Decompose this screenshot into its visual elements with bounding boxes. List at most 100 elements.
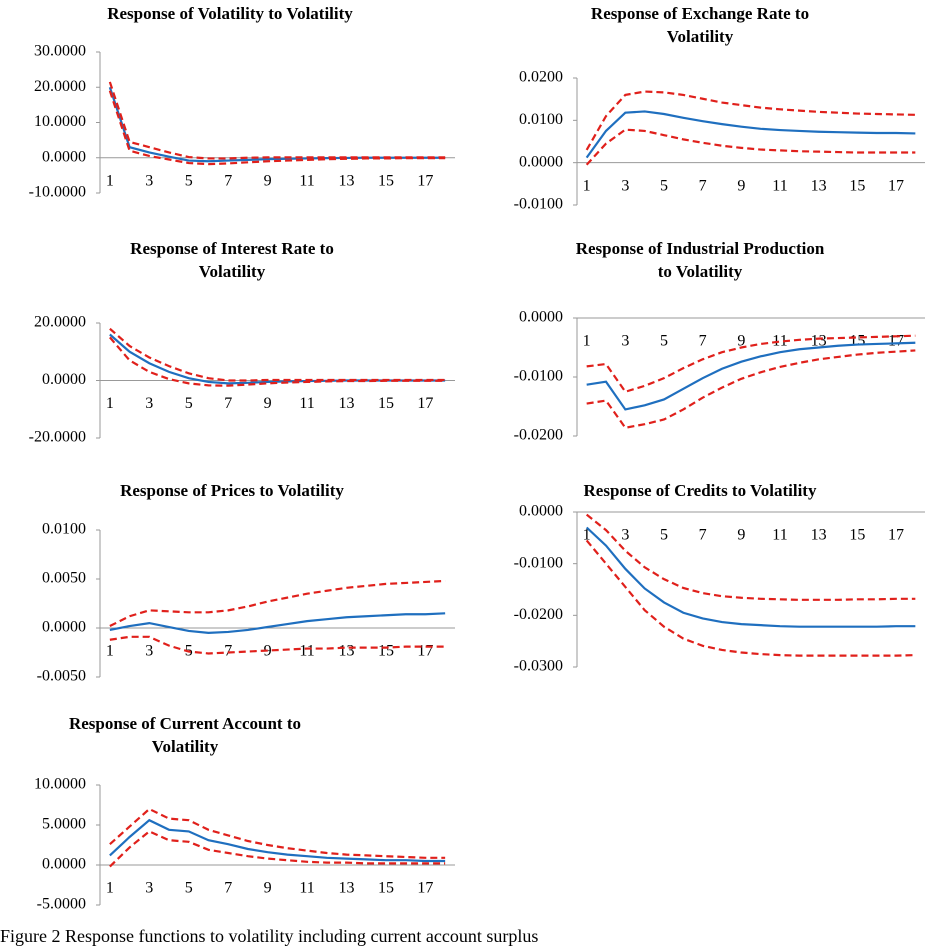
x-tick-label: 13: [339, 395, 355, 412]
x-tick-label: 5: [660, 333, 668, 350]
x-tick-label: 9: [264, 395, 272, 412]
y-tick-label: -0.0100: [514, 554, 563, 571]
response-line: [585, 526, 916, 628]
x-tick-label: 13: [811, 527, 827, 544]
y-tick-label: 0.0000: [519, 153, 563, 170]
x-tick-label: 5: [660, 527, 668, 544]
x-tick-label: 3: [145, 395, 153, 412]
y-tick-label: 20.0000: [34, 78, 86, 95]
x-tick-label: 1: [106, 395, 114, 412]
x-tick-label: 17: [888, 177, 904, 194]
y-tick-label: 20.0000: [34, 314, 86, 331]
chart-title: Volatility: [152, 737, 219, 756]
y-tick-label: -5.0000: [37, 896, 86, 913]
x-tick-label: 9: [264, 172, 272, 189]
x-tick-label: 3: [145, 880, 153, 897]
y-tick-label: 10.0000: [34, 776, 86, 793]
x-tick-label: 5: [185, 172, 193, 189]
chart-title: Response of Credits to Volatility: [584, 481, 817, 500]
x-tick-label: 1: [106, 880, 114, 897]
response-line: [109, 612, 446, 635]
x-tick-label: 11: [299, 643, 314, 660]
band-line: [108, 81, 446, 160]
x-tick-label: 1: [106, 172, 114, 189]
band-line: [585, 90, 916, 151]
x-tick-label: 7: [224, 643, 232, 660]
x-tick-label: 5: [185, 880, 193, 897]
x-tick-label: 7: [699, 527, 707, 544]
x-tick-label: 9: [264, 880, 272, 897]
response-line: [585, 110, 916, 159]
y-tick-label: 0.0000: [42, 371, 86, 388]
x-tick-label: 7: [699, 177, 707, 194]
x-tick-label: 5: [185, 395, 193, 412]
x-tick-label: 1: [583, 527, 591, 544]
y-tick-label: -0.0100: [514, 196, 563, 213]
y-tick-label: 10.0000: [34, 113, 86, 130]
y-tick-label: 0.0000: [519, 503, 563, 520]
response-line: [586, 341, 916, 411]
x-tick-label: 9: [737, 177, 745, 194]
band-line: [108, 90, 446, 166]
x-tick-label: 9: [737, 333, 745, 350]
band-line: [109, 807, 446, 859]
band-line: [109, 579, 446, 628]
x-tick-label: 13: [811, 177, 827, 194]
x-tick-label: 11: [772, 177, 787, 194]
x-tick-label: 15: [378, 880, 394, 897]
x-tick-label: 7: [699, 333, 707, 350]
x-tick-label: 13: [811, 333, 827, 350]
y-tick-label: -0.0200: [514, 606, 563, 623]
y-tick-label: -20.0000: [29, 429, 86, 446]
caption: Figure 2 Response functions to volatilit…: [0, 926, 538, 946]
response-line: [109, 818, 446, 863]
band-line: [585, 513, 916, 601]
band-line: [586, 334, 916, 394]
x-tick-label: 15: [849, 527, 865, 544]
x-tick-label: 15: [849, 177, 865, 194]
response-line: [109, 333, 446, 385]
x-tick-label: 3: [145, 172, 153, 189]
x-tick-label: 15: [849, 333, 865, 350]
chart-title: to Volatility: [658, 262, 743, 281]
chart-title: Response of Interest Rate to: [130, 239, 334, 258]
band-line: [109, 830, 446, 868]
chart-title: Response of Prices to Volatility: [120, 481, 344, 500]
x-tick-label: 7: [224, 172, 232, 189]
x-tick-label: 17: [888, 333, 904, 350]
x-tick-label: 17: [417, 395, 433, 412]
x-tick-label: 3: [145, 643, 153, 660]
x-tick-label: 17: [417, 172, 433, 189]
y-tick-label: 0.0000: [42, 148, 86, 165]
y-tick-label: 0.0000: [42, 856, 86, 873]
x-tick-label: 3: [621, 177, 629, 194]
y-tick-label: 0.0200: [519, 69, 563, 86]
y-tick-label: 0.0000: [42, 619, 86, 636]
chart-title: Response of Current Account to: [69, 714, 301, 733]
x-tick-label: 11: [772, 527, 787, 544]
x-tick-label: 7: [224, 395, 232, 412]
x-tick-label: 1: [583, 333, 591, 350]
band-line: [585, 128, 916, 166]
band-line: [109, 327, 446, 382]
y-tick-label: -0.0300: [514, 658, 563, 675]
x-tick-label: 1: [583, 177, 591, 194]
y-tick-label: -0.0100: [514, 368, 563, 385]
x-tick-label: 11: [299, 172, 314, 189]
y-tick-label: -10.0000: [29, 184, 86, 201]
x-tick-label: 3: [621, 527, 629, 544]
x-tick-label: 15: [378, 395, 394, 412]
chart-title: Response of Industrial Production: [576, 239, 825, 258]
x-tick-label: 17: [417, 880, 433, 897]
x-tick-label: 9: [737, 527, 745, 544]
x-tick-label: 7: [224, 880, 232, 897]
y-tick-label: 0.0000: [519, 309, 563, 326]
y-tick-label: 0.0100: [42, 521, 86, 538]
x-tick-label: 17: [888, 527, 904, 544]
x-tick-label: 15: [378, 172, 394, 189]
x-tick-label: 17: [417, 643, 433, 660]
x-tick-label: 11: [299, 880, 314, 897]
y-tick-label: -0.0200: [514, 427, 563, 444]
chart-title: Response of Volatility to Volatility: [107, 4, 353, 23]
